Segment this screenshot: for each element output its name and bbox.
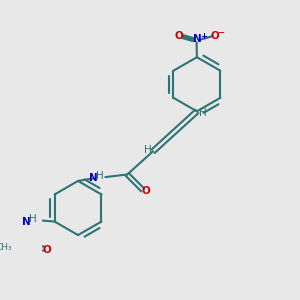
Text: N: N bbox=[193, 34, 201, 44]
Text: O: O bbox=[175, 31, 183, 41]
Text: O: O bbox=[211, 31, 219, 41]
Text: H: H bbox=[200, 108, 207, 118]
Text: O: O bbox=[142, 186, 151, 196]
Text: N: N bbox=[89, 173, 98, 183]
Text: H: H bbox=[96, 171, 104, 181]
Text: −: − bbox=[218, 28, 224, 38]
Text: CH₃: CH₃ bbox=[0, 243, 12, 252]
Text: H: H bbox=[143, 145, 151, 155]
Text: O: O bbox=[43, 245, 52, 255]
Text: N: N bbox=[22, 217, 31, 226]
Text: +: + bbox=[200, 32, 207, 40]
Text: H: H bbox=[29, 214, 37, 224]
